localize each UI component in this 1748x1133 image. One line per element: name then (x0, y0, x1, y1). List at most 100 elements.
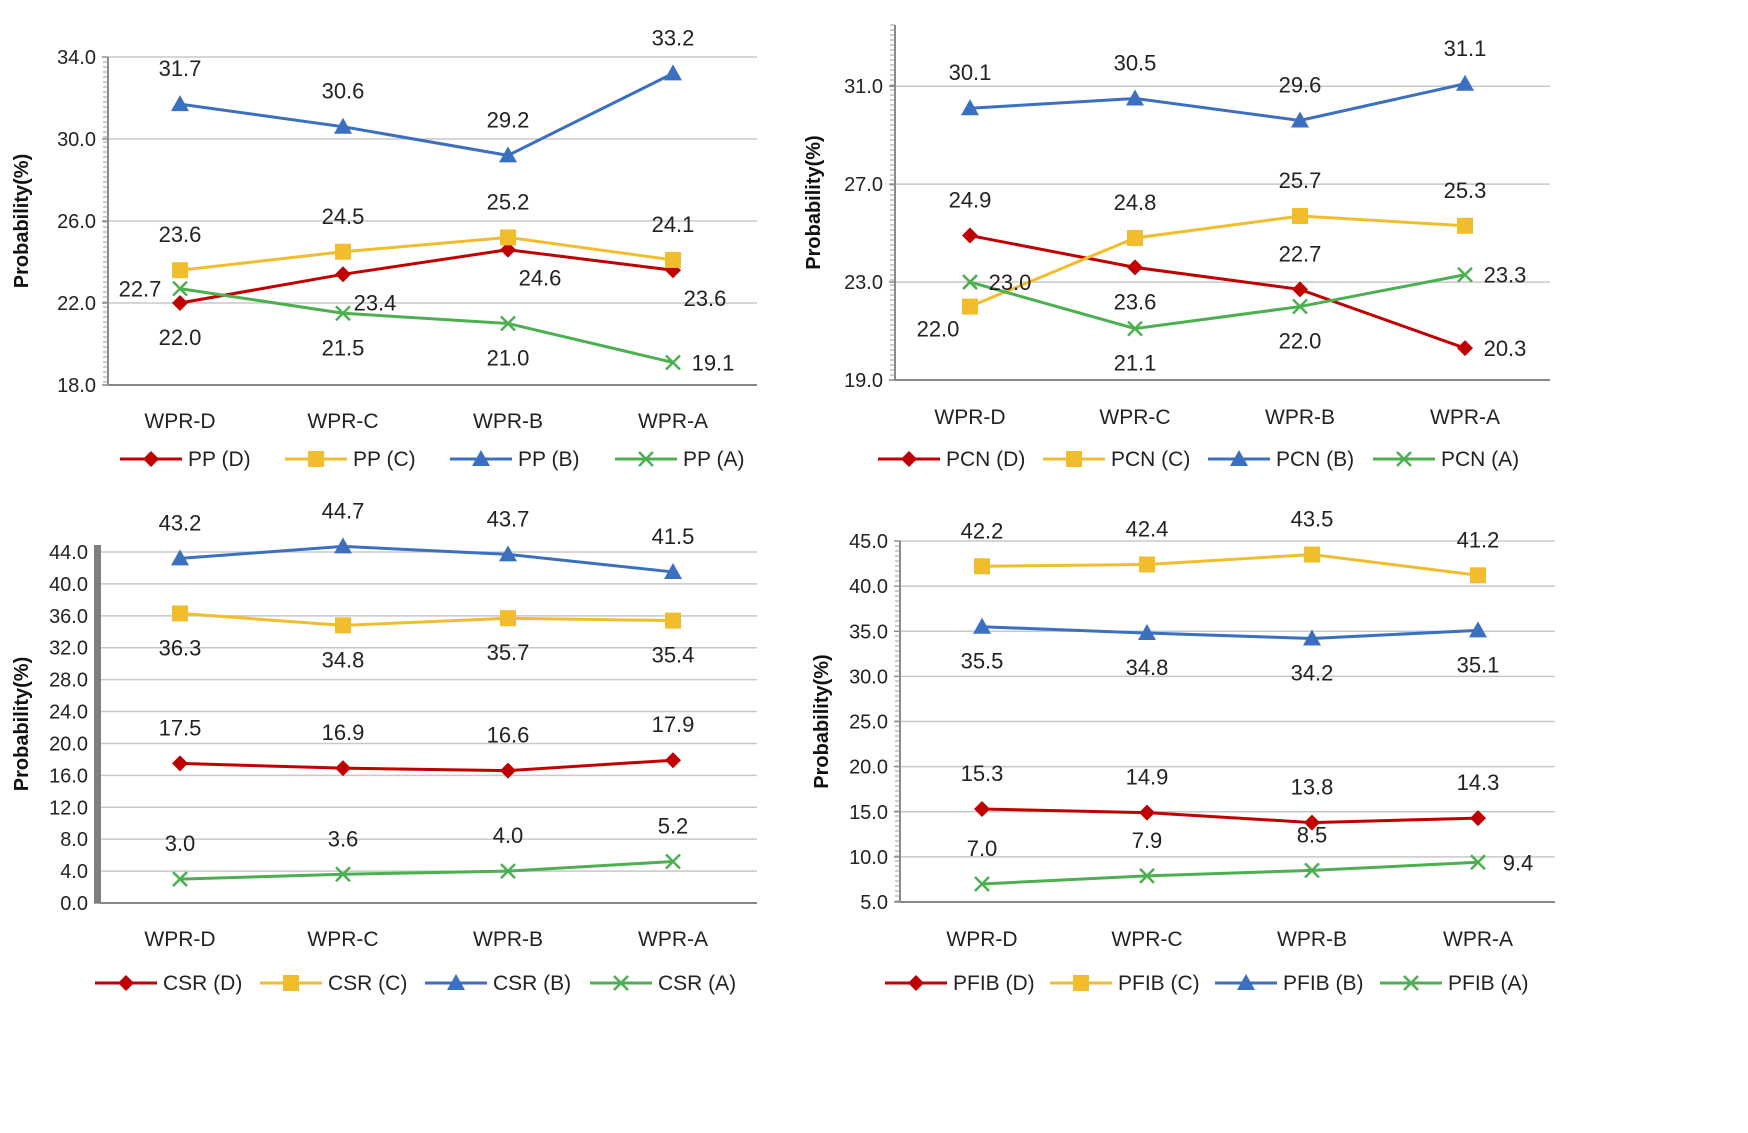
y-tick-label: 32.0 (49, 638, 88, 660)
series-line (179, 248, 674, 305)
y-tick-label: 12.0 (49, 797, 88, 819)
data-point-marker (500, 863, 516, 879)
data-label: 9.4 (1503, 850, 1534, 875)
data-point-marker (1292, 281, 1308, 298)
y-tick-label: 0.0 (60, 893, 88, 915)
data-label: 35.1 (1457, 652, 1500, 677)
data-point-marker (1304, 546, 1320, 563)
chart-panel-3: 0.0 4.0 8.0 12.0 16.0 20.0 24.0 28.0 32.0 36.0 40.… (11, 498, 757, 995)
y-tick-label: 31.0 (844, 76, 883, 98)
legend-marker (1396, 451, 1412, 467)
legend-entry: PCN (C) (1043, 448, 1190, 471)
legend-entry: CSR (D) (95, 972, 242, 995)
data-label: 5.2 (658, 814, 689, 839)
data-point-marker (500, 229, 516, 246)
data-label: 21.0 (487, 346, 530, 371)
legend-label: CSR (D) (163, 972, 242, 995)
series-line (981, 860, 1479, 886)
legend-entry: PFIB (D) (885, 972, 1035, 995)
y-axis-label: Probability(%) (811, 654, 833, 788)
y-tick-label: 30.0 (57, 129, 96, 151)
data-point-marker (1127, 259, 1143, 276)
data-point-marker (1470, 854, 1486, 871)
series-line (179, 72, 674, 157)
legend-marker (1073, 975, 1089, 991)
y-tick-label: 16.0 (49, 765, 88, 787)
data-point-marker (172, 295, 188, 311)
data-label: 42.2 (961, 518, 1004, 543)
legend-marker (613, 975, 629, 991)
x-tick-label: WPR-B (1277, 928, 1347, 951)
x-tick-label: WPR-D (144, 410, 215, 433)
y-tick-label: 20.0 (849, 757, 888, 779)
data-label: 20.3 (1484, 336, 1527, 361)
data-point-marker (172, 280, 188, 297)
data-label: 21.1 (1114, 351, 1157, 376)
data-label: 30.1 (949, 60, 992, 85)
data-label: 22.0 (159, 325, 202, 350)
legend-label: PCN (B) (1276, 448, 1354, 471)
data-label: 36.3 (159, 635, 202, 660)
series-pcn-b: 30.1 30.5 29.6 31.1 (949, 36, 1486, 128)
data-label: 24.5 (322, 204, 365, 229)
series-pp-d: 22.0 23.4 24.6 23.6 (159, 241, 726, 350)
legend-label: PCN (A) (1441, 448, 1519, 471)
legend-entry: PFIB (B) (1215, 972, 1364, 995)
legend-label: PP (A) (683, 448, 744, 471)
series-line (969, 82, 1466, 123)
data-label: 24.1 (652, 212, 695, 237)
y-tick-label: 28.0 (49, 670, 88, 692)
data-label: 19.1 (692, 350, 735, 375)
x-tick-label: WPR-B (1265, 406, 1335, 429)
y-tick-label: 30.0 (849, 666, 888, 688)
data-label: 7.0 (967, 836, 998, 861)
data-label: 25.7 (1279, 168, 1322, 193)
data-point-marker (499, 146, 517, 163)
data-label: 22.7 (1279, 241, 1322, 266)
x-tick-label: WPR-B (473, 410, 543, 433)
data-label: 16.9 (322, 720, 365, 745)
data-point-marker (1469, 621, 1487, 638)
data-point-marker (962, 274, 978, 290)
legend-label: CSR (C) (328, 972, 407, 995)
data-point-marker (1304, 814, 1320, 831)
data-label: 29.2 (487, 107, 530, 132)
legend-entry: PFIB (C) (1050, 972, 1200, 995)
data-label: 22.0 (1279, 329, 1322, 354)
legend-entry: PCN (A) (1373, 448, 1519, 471)
chart-panel-1: 18.0 22.0 26.0 30.0 34.0 Probability(%) WPR-D W… (11, 25, 757, 471)
data-point-marker (664, 64, 682, 81)
data-label: 16.6 (487, 723, 530, 748)
y-tick-label: 22.0 (57, 293, 96, 315)
data-point-marker (1292, 207, 1308, 224)
data-point-marker (1304, 862, 1320, 879)
data-point-marker (335, 266, 351, 283)
data-label: 21.5 (322, 335, 365, 360)
legend-marker (1237, 974, 1255, 990)
data-label: 24.9 (949, 188, 992, 213)
data-point-marker (665, 612, 681, 629)
legend-entry: PP (D) (120, 448, 251, 471)
data-point-marker (962, 227, 978, 244)
data-point-marker (172, 871, 188, 887)
series-pp-a: 22.7 21.5 21.0 19.1 (119, 277, 735, 376)
data-label: 15.3 (961, 761, 1004, 786)
data-label: 25.2 (487, 189, 530, 214)
data-label: 33.2 (652, 25, 695, 50)
legend-marker (143, 451, 159, 467)
data-label: 3.0 (165, 831, 196, 856)
legend-label: PFIB (B) (1283, 972, 1364, 995)
data-label: 23.6 (159, 222, 202, 247)
data-point-marker (500, 241, 516, 258)
data-point-marker (1127, 230, 1143, 246)
data-label: 42.4 (1126, 516, 1169, 541)
data-label: 34.2 (1291, 660, 1334, 685)
data-label: 35.7 (487, 640, 530, 665)
data-label: 24.6 (519, 266, 562, 291)
data-point-marker (335, 866, 351, 883)
x-tick-label: WPR-C (307, 928, 378, 951)
series-pcn-c: 22.0 24.8 25.7 25.3 (917, 168, 1487, 342)
y-tick-label: 34.0 (57, 47, 96, 69)
data-point-marker (1139, 867, 1155, 884)
chart-panel-2: 19.0 23.0 27.0 31.0 Probability(%) WPR-D WPR-C… (803, 24, 1550, 471)
